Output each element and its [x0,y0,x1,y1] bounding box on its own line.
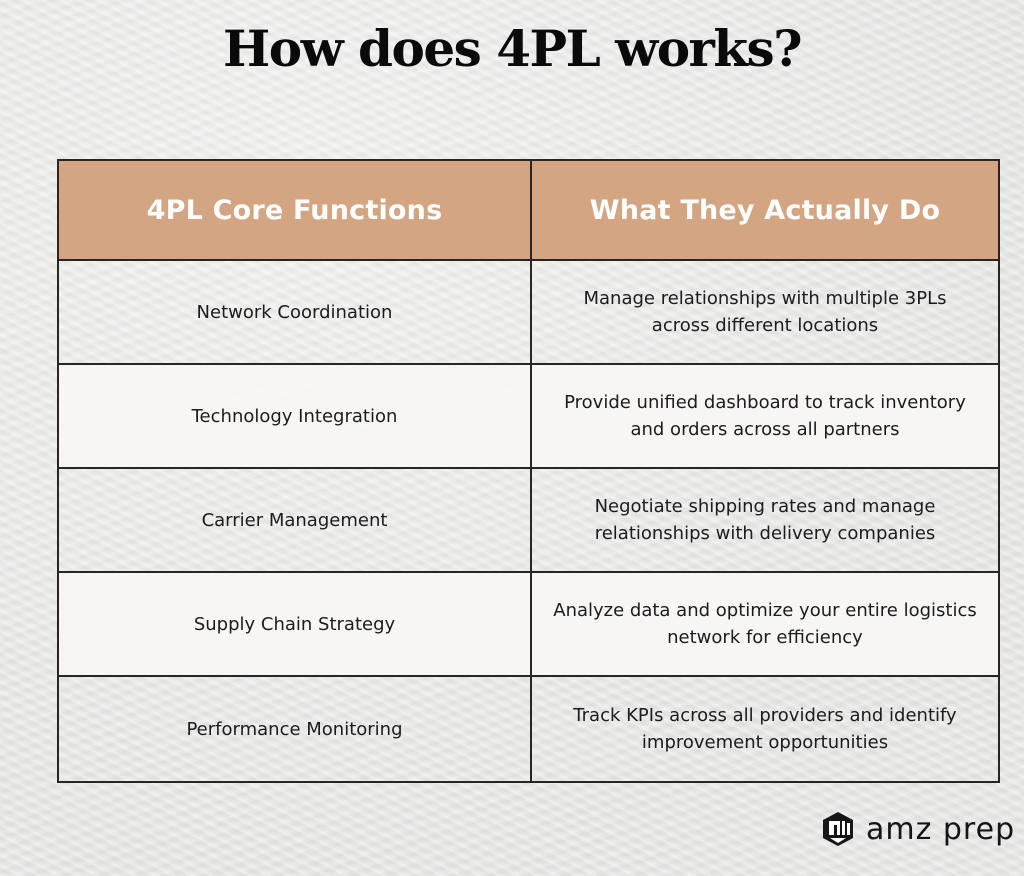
column-header-description: What They Actually Do [532,161,998,261]
description-cell: Provide unified dashboard to track inven… [532,365,998,469]
function-cell: Technology Integration [59,365,532,469]
brand-logo: amz prep [822,811,1015,847]
description-text: Provide unified dashboard to track inven… [564,392,966,440]
description-text: Track KPIs across all providers and iden… [573,705,957,753]
function-cell: Network Coordination [59,261,532,365]
description-cell: Track KPIs across all providers and iden… [532,677,998,781]
description-cell: Manage relationships with multiple 3PLs … [532,261,998,365]
column-header-functions: 4PL Core Functions [59,161,532,261]
brand-name: amz prep [866,811,1016,847]
function-cell: Performance Monitoring [59,677,532,781]
description-text: Negotiate shipping rates and manage rela… [594,496,936,544]
description-cell: Negotiate shipping rates and manage rela… [532,469,998,573]
description-text: Analyze data and optimize your entire lo… [553,600,977,648]
amz-prep-cube-logo-icon [823,812,853,846]
description-cell: Analyze data and optimize your entire lo… [532,573,998,677]
function-cell: Carrier Management [59,469,532,573]
functions-table: 4PL Core Functions What They Actually Do… [57,159,1000,783]
page-title: How does 4PL works? [223,19,803,78]
description-text: Manage relationships with multiple 3PLs … [583,288,947,336]
function-cell: Supply Chain Strategy [59,573,532,677]
